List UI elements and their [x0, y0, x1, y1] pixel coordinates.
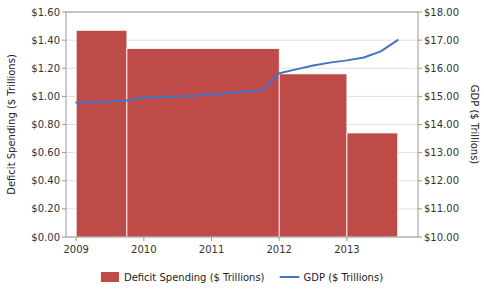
y2-tick-label: $15.00 — [424, 91, 459, 102]
x-tick — [346, 237, 347, 241]
y-tick-label: $0.00 — [31, 232, 60, 243]
y2-tick — [418, 152, 422, 153]
line — [76, 40, 398, 102]
bar — [279, 74, 347, 237]
y2-tick-label: $10.00 — [424, 232, 459, 243]
bar — [127, 49, 279, 237]
bar — [347, 133, 398, 237]
y2-tick — [418, 208, 422, 209]
y-tick-label: $0.20 — [31, 203, 60, 214]
axes: 2009 2010 2011 2012 2013 $0.00 $0.20 $0.40 $0.60… — [31, 7, 459, 256]
legend-label: GDP ($ Trillions) — [304, 272, 384, 283]
y2-tick — [418, 40, 422, 41]
y-tick — [62, 237, 66, 238]
x-tick — [211, 237, 212, 241]
y2-tick — [418, 12, 422, 13]
y-tick-label: $1.40 — [31, 35, 60, 46]
y-tick-label: $0.60 — [31, 147, 60, 158]
y2-tick-label: $13.00 — [424, 147, 459, 158]
x-tick — [76, 237, 77, 241]
x-tick-label: 2010 — [131, 244, 156, 255]
legend-swatch — [281, 276, 299, 278]
x-tick-label: 2011 — [199, 244, 224, 255]
y2-tick — [418, 96, 422, 97]
y-tick — [62, 12, 66, 13]
y2-tick-label: $14.00 — [424, 119, 459, 130]
y-tick — [62, 96, 66, 97]
y2-tick — [418, 124, 422, 125]
y-tick-label: $0.40 — [31, 175, 60, 186]
y-tick — [62, 68, 66, 69]
y2-tick — [418, 237, 422, 238]
y2-tick-label: $12.00 — [424, 175, 459, 186]
y-axis-label: Deficit Spending ($ Trillions) — [6, 54, 17, 195]
x-tick — [279, 237, 280, 241]
y-tick-label: $0.80 — [31, 119, 60, 130]
y2-tick — [418, 180, 422, 181]
plot-data — [76, 30, 398, 237]
y2-axis-label: GDP ($ Trillions) — [469, 85, 480, 165]
y2-tick — [418, 68, 422, 69]
y-tick — [62, 208, 66, 209]
y-tick — [62, 152, 66, 153]
x-tick-label: 2009 — [63, 244, 88, 255]
legend: Deficit Spending ($ Trillions) GDP ($ Tri… — [101, 272, 383, 283]
x-tick-label: 2012 — [267, 244, 292, 255]
legend-swatch — [101, 272, 119, 282]
y-tick-label: $1.20 — [31, 63, 60, 74]
chart: 2009 2010 2011 2012 2013 $0.00 $0.20 $0.40 $0.60… — [0, 0, 484, 289]
y2-tick-label: $17.00 — [424, 35, 459, 46]
y-tick-label: $1.00 — [31, 91, 60, 102]
x-tick-label: 2013 — [334, 244, 359, 255]
legend-label: Deficit Spending ($ Trillions) — [124, 272, 265, 283]
plot-frame — [66, 12, 418, 237]
y2-tick-label: $11.00 — [424, 203, 459, 214]
grid — [66, 12, 418, 237]
x-tick — [143, 237, 144, 241]
y2-tick-label: $18.00 — [424, 7, 459, 18]
bar — [76, 30, 127, 237]
y-tick — [62, 40, 66, 41]
y2-tick-label: $16.00 — [424, 63, 459, 74]
y-tick-label: $1.60 — [31, 7, 60, 18]
y-tick — [62, 124, 66, 125]
y-tick — [62, 180, 66, 181]
